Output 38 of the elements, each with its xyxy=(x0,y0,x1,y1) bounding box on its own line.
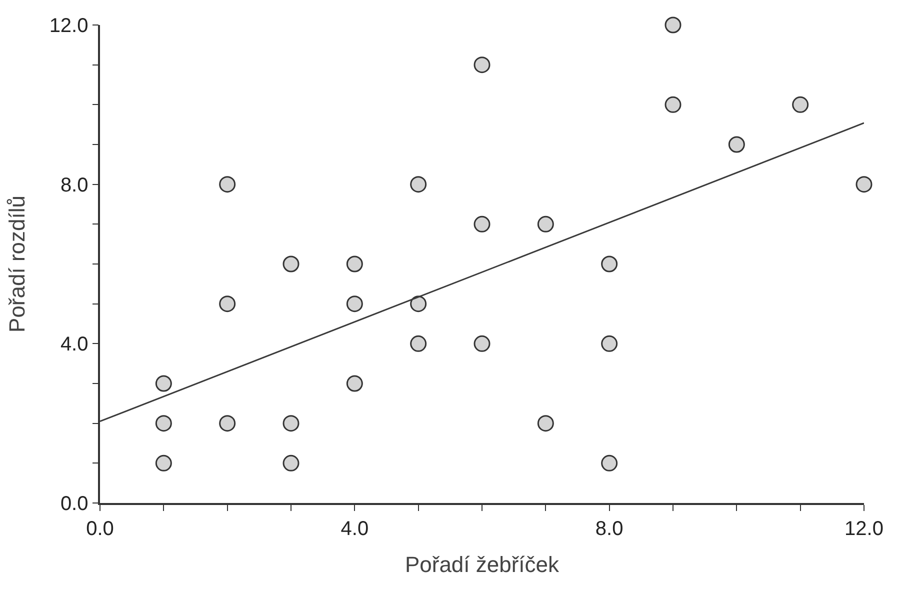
point xyxy=(601,256,618,272)
x-tick-label: 8.0 xyxy=(595,518,624,540)
point xyxy=(410,335,427,352)
x-tick-label: 0.0 xyxy=(86,518,114,540)
point xyxy=(219,296,236,312)
point xyxy=(856,176,872,193)
point xyxy=(346,375,363,392)
y-tick-label: 12.0 xyxy=(49,15,88,37)
x-tick-label: 4.0 xyxy=(340,518,369,540)
point xyxy=(219,415,236,432)
point xyxy=(537,415,554,432)
point xyxy=(155,375,172,392)
y-axis-title: Pořadí rozdílů xyxy=(4,196,30,332)
point xyxy=(474,56,490,74)
y-tick-label: 8.0 xyxy=(60,174,88,196)
point xyxy=(155,415,172,432)
point xyxy=(155,454,172,472)
y-tick-label: 0.0 xyxy=(60,493,88,515)
point xyxy=(537,216,554,232)
point xyxy=(410,176,427,193)
point xyxy=(346,296,363,312)
point xyxy=(664,16,682,34)
point xyxy=(282,454,300,472)
point xyxy=(792,96,809,113)
point xyxy=(728,136,745,153)
x-tick-label: 12.0 xyxy=(844,518,884,540)
point xyxy=(474,216,490,232)
point xyxy=(282,415,300,432)
point xyxy=(219,176,236,193)
point xyxy=(346,256,363,272)
point xyxy=(601,454,618,472)
point xyxy=(282,256,300,272)
y-tick-label: 4.0 xyxy=(60,334,88,356)
point xyxy=(474,335,490,352)
point xyxy=(601,335,618,352)
point xyxy=(664,96,682,113)
point xyxy=(410,296,427,312)
x-axis-title: Pořadí žebříček xyxy=(404,552,560,578)
